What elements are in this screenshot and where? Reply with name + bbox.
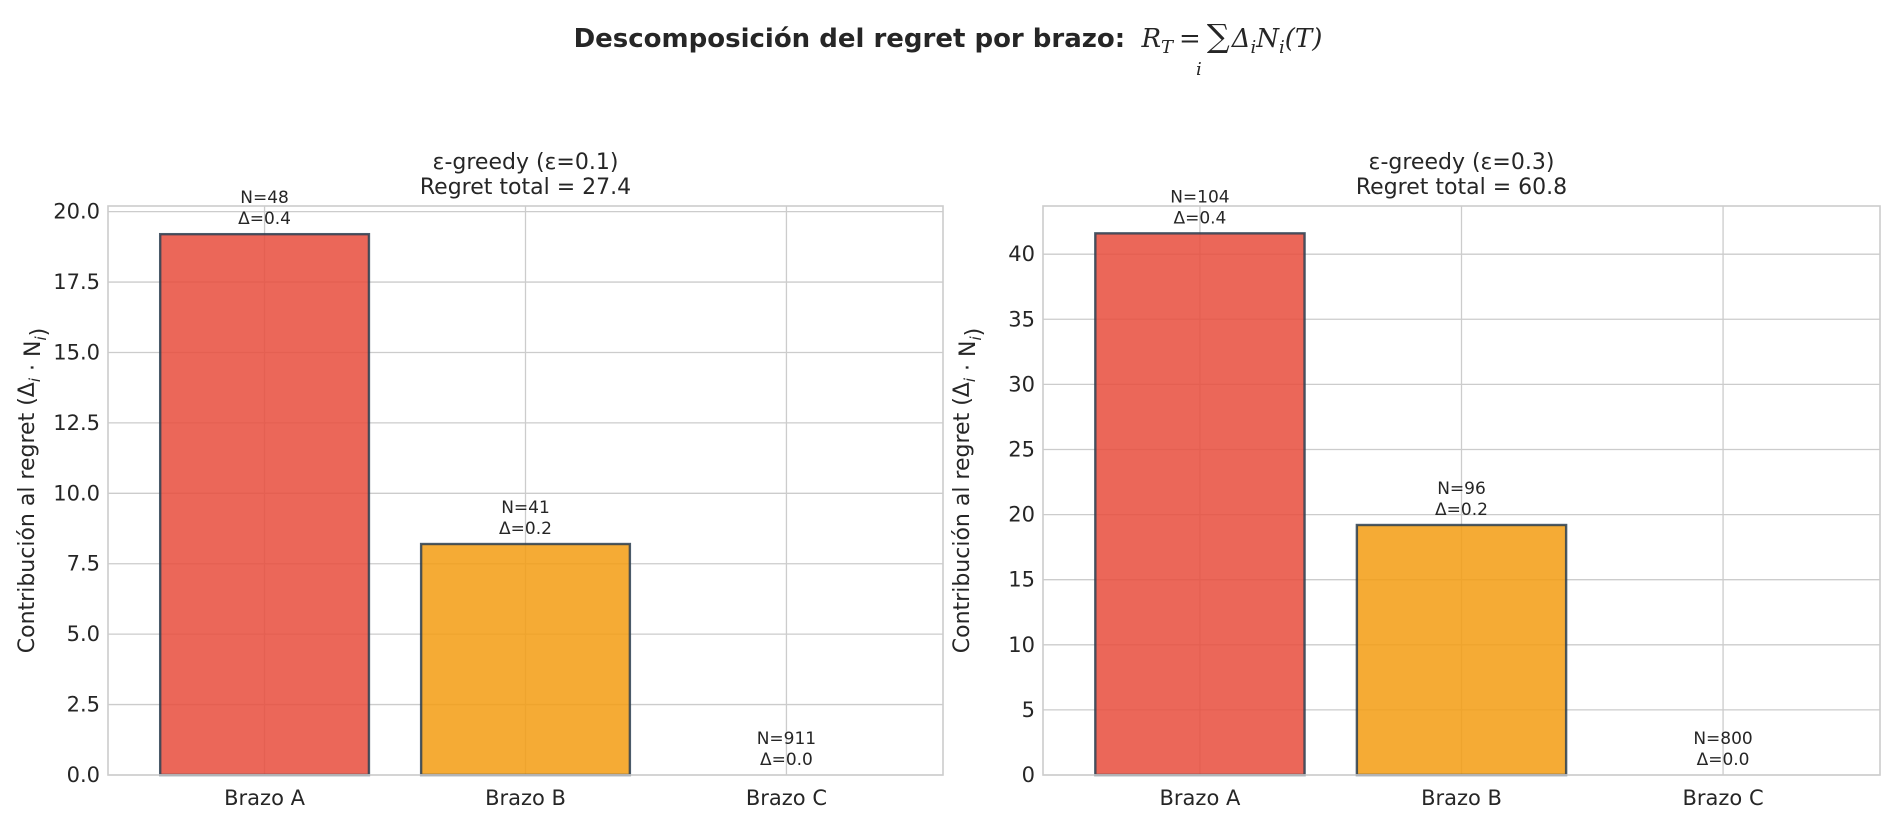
bar-annotation-delta: Δ=0.4	[238, 209, 291, 229]
suptitle-formula-sub-i1: i	[1250, 37, 1256, 58]
suptitle-formula-sub-i2: i	[1279, 37, 1285, 58]
suptitle-formula-sum-index: i	[1196, 59, 1202, 80]
axes-subtitle: Regret total = 27.4	[420, 175, 631, 200]
bar-annotation-delta: Δ=0.0	[1697, 750, 1750, 770]
suptitle-formula-delta: Δ	[1231, 24, 1251, 54]
suptitle-formula-paren-close: )	[1311, 24, 1322, 54]
y-axis-label-subscript: i	[961, 377, 979, 382]
suptitle-formula-paren: (	[1285, 24, 1296, 54]
y-tick-label: 35	[1008, 307, 1035, 331]
y-axis-label-part: Contribución al regret (Δ	[950, 382, 975, 653]
y-axis-label-part: )	[962, 328, 987, 337]
y-tick-label: 10.0	[53, 481, 100, 505]
y-tick-label: 15	[1008, 568, 1035, 592]
suptitle-label: Descomposición del regret por brazo:	[574, 24, 1126, 54]
y-axis-label-subscript: i	[32, 336, 50, 341]
axes-subtitle: Regret total = 60.8	[1356, 175, 1567, 200]
suptitle: Descomposición del regret por brazo: RT =…	[574, 17, 1323, 80]
x-tick-label: Brazo C	[746, 786, 827, 810]
bar-annotation-n: N=41	[501, 498, 550, 518]
y-tick-label: 0	[1022, 763, 1035, 787]
suptitle-formula-eq: =	[1179, 24, 1201, 54]
y-tick-label: 2.5	[67, 693, 100, 717]
suptitle-formula-sum: ∑	[1207, 17, 1230, 55]
bar-brazo-b	[1355, 523, 1568, 777]
bar-annotation-n: N=104	[1170, 187, 1229, 207]
chart-panel-1: 0.02.55.07.510.012.515.017.520.0 Δ=0.4N=4…	[15, 150, 944, 810]
y-axis-label: Contribución al regret (Δi · Ni)	[950, 328, 987, 653]
x-tick-label: Brazo A	[1160, 786, 1241, 810]
y-tick-label: 20.0	[53, 200, 100, 224]
x-tick-label: Brazo A	[224, 786, 305, 810]
y-tick-label: 7.5	[67, 552, 100, 576]
y-axis-label-subscript: i	[26, 377, 44, 382]
axes-title: ε-greedy (ε=0.1)	[433, 150, 619, 175]
y-axis-label: Contribución al regret (Δi · Ni)	[15, 328, 52, 653]
axes-frame	[1042, 205, 1881, 776]
bar-annotation-delta: Δ=0.2	[1435, 500, 1488, 520]
bar-annotation-n: N=911	[757, 729, 816, 749]
y-tick-label: 0.0	[67, 763, 100, 787]
suptitle-formula-sub-t: T	[1161, 37, 1175, 58]
y-tick-label: 25	[1008, 437, 1035, 461]
y-axis-label-part: · N	[21, 341, 46, 378]
y-tick-label: 12.5	[53, 411, 100, 435]
bar-annotation-delta: Δ=0.2	[499, 519, 552, 539]
x-tick-label: Brazo C	[1683, 786, 1764, 810]
y-axis-label-part: Contribución al regret (Δ	[15, 382, 40, 653]
y-tick-label: 20	[1008, 503, 1035, 527]
y-tick-label: 17.5	[53, 270, 100, 294]
bar-brazo-b	[419, 542, 632, 777]
y-tick-label: 15.0	[53, 340, 100, 364]
bar-annotation-n: N=96	[1437, 479, 1486, 499]
suptitle-formula-t: T	[1295, 24, 1314, 54]
y-tick-label: 30	[1008, 372, 1035, 396]
bar-brazo-a	[158, 232, 371, 777]
bar-brazo-a	[1094, 232, 1306, 777]
y-tick-label: 5.0	[67, 622, 100, 646]
panels: 0.02.55.07.510.012.515.017.520.0 Δ=0.4N=4…	[15, 150, 1881, 810]
suptitle-text-line: Descomposición del regret por brazo: RT =…	[574, 17, 1323, 58]
axes-title: ε-greedy (ε=0.3)	[1369, 150, 1555, 175]
y-axis-label-part: · N	[956, 341, 981, 378]
suptitle-formula-lhs: R	[1140, 24, 1161, 54]
y-tick-label: 40	[1008, 242, 1035, 266]
suptitle-formula-n: N	[1255, 24, 1280, 54]
bar-annotation-delta: Δ=0.0	[760, 750, 813, 770]
bar-annotation-n: N=800	[1693, 729, 1752, 749]
y-axis-label-part: )	[27, 328, 52, 337]
x-tick-label: Brazo B	[1421, 786, 1502, 810]
bar-annotation-delta: Δ=0.4	[1173, 208, 1226, 228]
y-tick-label: 5	[1022, 698, 1035, 722]
x-tick-label: Brazo B	[485, 786, 566, 810]
bar-annotation-n: N=48	[240, 188, 289, 208]
y-axis-label-subscript: i	[967, 336, 985, 341]
axes-frame	[107, 205, 944, 776]
y-tick-label: 10	[1008, 633, 1035, 657]
